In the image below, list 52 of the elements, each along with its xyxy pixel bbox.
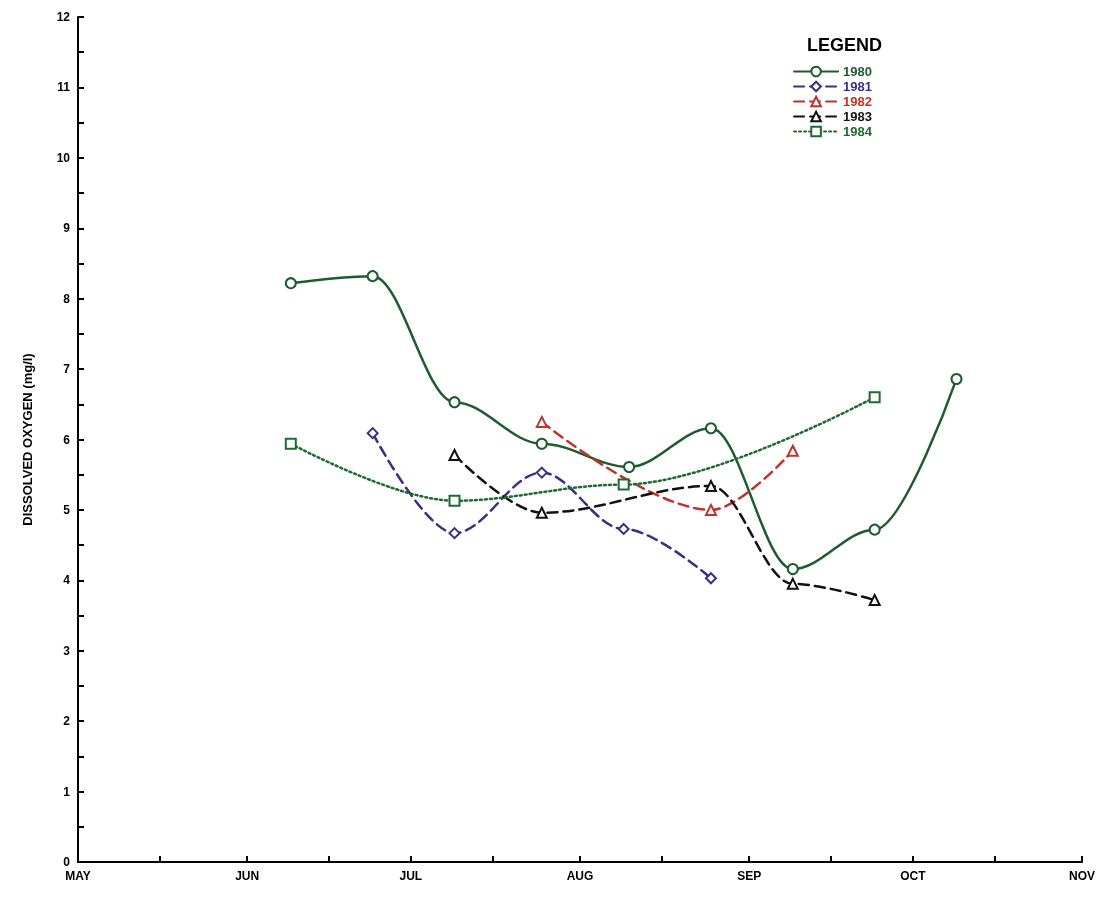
- legend-title: LEGEND: [806, 35, 883, 55]
- point: [786, 444, 799, 457]
- point: [617, 522, 630, 535]
- y-tick-label: 11: [57, 80, 71, 95]
- point: [366, 270, 379, 283]
- x-tick-label: MAY: [65, 869, 91, 883]
- point: [366, 427, 379, 440]
- point: [284, 437, 297, 450]
- legend-label: 1980: [843, 64, 872, 79]
- y-tick-label: 3: [63, 643, 71, 658]
- legend-label: 1984: [843, 124, 873, 139]
- point: [448, 527, 461, 540]
- x-tick-label: SEP: [737, 869, 762, 883]
- legend-label: 1981: [843, 79, 872, 94]
- point: [704, 503, 717, 516]
- point: [284, 277, 297, 290]
- x-tick-label: OCT: [900, 869, 927, 883]
- y-tick-label: 10: [56, 150, 71, 165]
- y-tick-label: 1: [63, 784, 71, 799]
- point: [786, 563, 799, 576]
- point: [868, 523, 881, 536]
- y-tick-label: 4: [63, 573, 71, 588]
- y-tick-label: 9: [63, 221, 71, 236]
- y-tick-label: 7: [63, 362, 71, 377]
- y-tick-label: 0: [63, 855, 71, 869]
- legend-label: 1983: [843, 109, 872, 124]
- legend-label: 1982: [843, 94, 872, 109]
- point: [704, 479, 717, 492]
- point: [535, 437, 548, 450]
- point: [623, 460, 636, 473]
- y-tick-label: 12: [56, 10, 71, 24]
- point: [704, 422, 717, 435]
- x-tick-label: AUG: [566, 869, 594, 883]
- y-tick-label: 2: [63, 714, 71, 729]
- point: [535, 466, 548, 479]
- point: [786, 577, 799, 590]
- point: [868, 391, 881, 404]
- point: [617, 478, 630, 491]
- y-tick-label: 5: [63, 502, 71, 517]
- x-tick-label: NOV: [1068, 869, 1096, 883]
- y-tick-label: 6: [63, 432, 71, 447]
- point: [448, 396, 461, 409]
- y-tick-label: 8: [63, 291, 71, 306]
- point: [535, 506, 548, 519]
- x-tick-label: JUN: [235, 869, 260, 883]
- point: [950, 372, 963, 385]
- y-axis-title: DISSOLVED OXYGEN (mg/l): [20, 353, 35, 526]
- point: [448, 494, 461, 507]
- point: [448, 448, 461, 461]
- x-tick-label: JUL: [399, 869, 423, 883]
- point: [704, 572, 717, 585]
- point: [535, 415, 548, 428]
